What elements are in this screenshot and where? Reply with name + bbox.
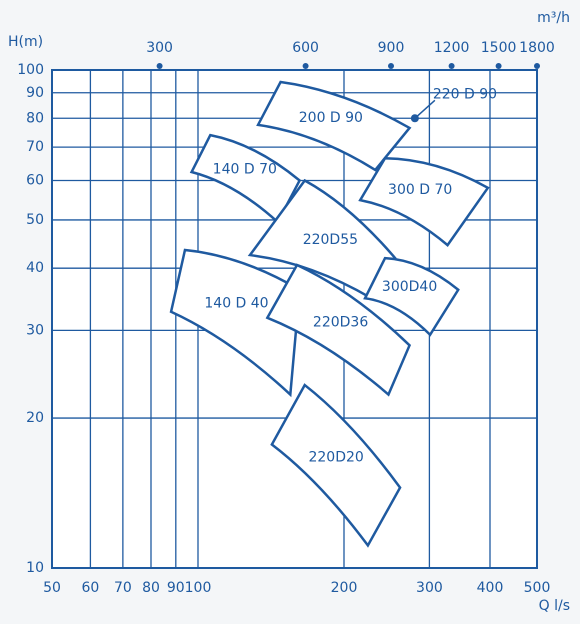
region-label: 300D40 [382, 279, 437, 295]
x-tick-label: 400 [477, 580, 504, 596]
region-label: 140 D 70 [213, 161, 277, 177]
x2-tick-label: 900 [378, 40, 405, 56]
pump-region [256, 80, 412, 172]
x-tick-label: 100 [185, 580, 212, 596]
y-tick-label: 80 [26, 110, 44, 126]
y-tick-label: 90 [26, 85, 44, 101]
y-tick-label: 10 [26, 560, 44, 576]
y-tick-label: 20 [26, 410, 44, 426]
y-axis-label: H(m) [8, 34, 43, 50]
point-label: 220 D 90 [433, 86, 497, 102]
y-tick-label: 70 [26, 139, 44, 155]
x2-tick [302, 63, 309, 69]
x2-tick [534, 63, 540, 69]
pump-region [169, 248, 301, 398]
x-tick-label: 50 [43, 580, 61, 596]
y-tick-label: 40 [26, 260, 44, 276]
y-tick-label: 50 [26, 212, 44, 228]
x-tick-label: 300 [416, 580, 443, 596]
label-leader [414, 99, 436, 119]
pump-region [363, 256, 460, 337]
x-tick-label: 70 [114, 580, 132, 596]
region-label: 220D20 [308, 450, 363, 466]
x2-tick [388, 63, 395, 69]
x2-tick-label: 1800 [519, 40, 555, 56]
pump-region [358, 156, 490, 247]
region-label: 220D36 [313, 315, 368, 331]
x-tick-label: 80 [142, 580, 160, 596]
x-tick-label: 90 [167, 580, 185, 596]
x2-tick [156, 63, 163, 69]
x2-tick-label: 1200 [434, 40, 470, 56]
x-tick-label: 200 [331, 580, 358, 596]
x2-tick [448, 63, 455, 69]
x-axis-label: Q l/s [539, 598, 570, 614]
x2-tick-label: 300 [146, 40, 173, 56]
pump-region [270, 383, 402, 548]
pump-region [265, 263, 412, 397]
region-label: 300 D 70 [388, 182, 452, 198]
y-tick-label: 100 [17, 62, 44, 78]
region-label: 220D55 [303, 232, 358, 248]
x2-axis-label: m³/h [537, 10, 570, 26]
region-label: 200 D 90 [299, 110, 363, 126]
x-tick-label: 60 [81, 580, 99, 596]
y-tick-label: 60 [26, 172, 44, 188]
x2-tick [495, 63, 502, 69]
x2-tick-label: 600 [292, 40, 319, 56]
x-tick-label: 500 [524, 580, 551, 596]
y-tick-label: 30 [26, 322, 44, 338]
region-label: 140 D 40 [204, 296, 268, 312]
x2-tick-label: 1500 [481, 40, 517, 56]
